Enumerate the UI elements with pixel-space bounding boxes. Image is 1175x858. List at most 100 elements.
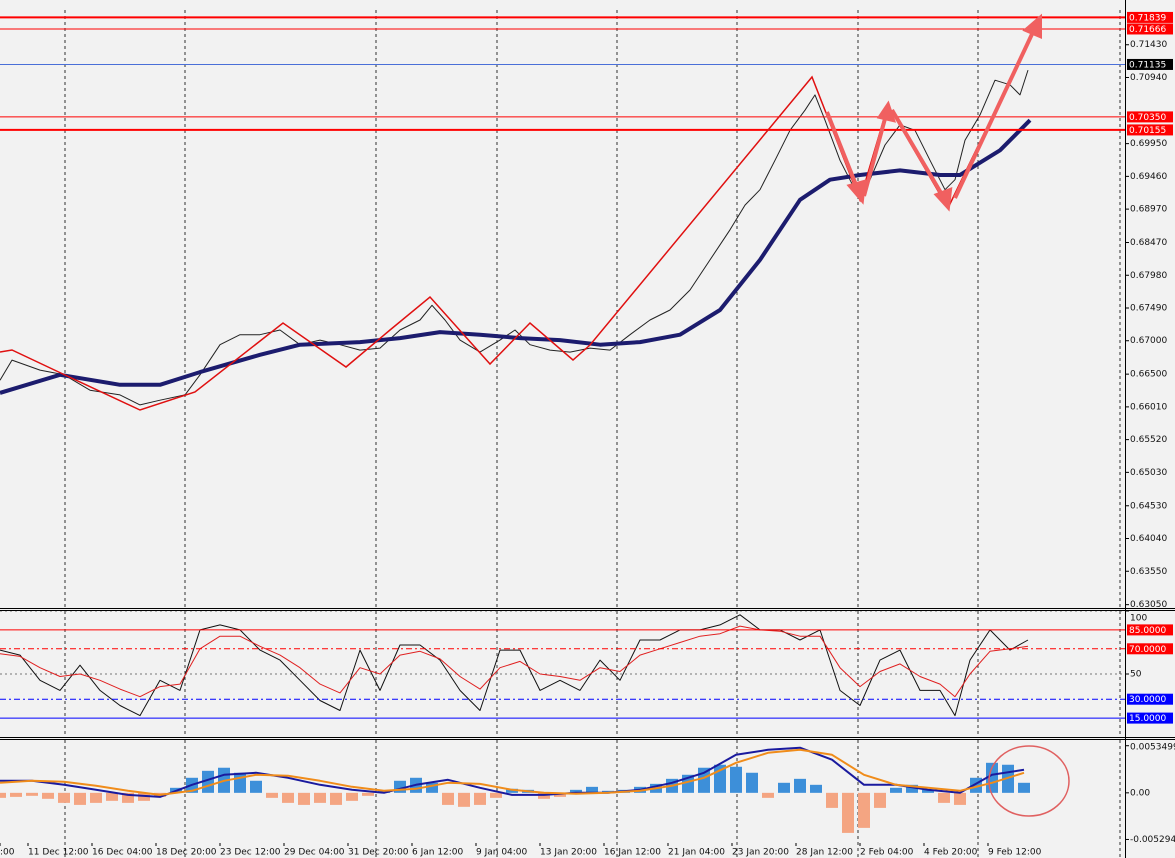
y-tick-label: 0.64530 bbox=[1130, 501, 1167, 511]
x-tick-label: 6 Jan 12:00 bbox=[412, 848, 464, 858]
level-label: 85.0000 bbox=[1129, 626, 1166, 636]
y-tick-label: 0.65520 bbox=[1130, 435, 1167, 445]
arrow bbox=[890, 108, 946, 200]
level-label: 0.71666 bbox=[1129, 25, 1166, 35]
histogram-bar bbox=[282, 792, 294, 803]
x-tick-label: 9 Jan 04:00 bbox=[476, 848, 528, 858]
x-tick-label: 11 Dec 12:00 bbox=[28, 848, 89, 858]
y-tick-label: 0.63550 bbox=[1130, 567, 1167, 577]
histogram-bar bbox=[762, 792, 774, 798]
histogram-bar bbox=[426, 782, 438, 793]
y-tick-label: 0.71430 bbox=[1130, 40, 1167, 50]
y-tick-label: 0.66500 bbox=[1130, 370, 1167, 380]
histogram-bar bbox=[586, 786, 598, 793]
x-tick-label: 2 Feb 04:00 bbox=[860, 848, 914, 858]
level-label: 0.70350 bbox=[1129, 113, 1166, 123]
y-tick-label: 0.64040 bbox=[1130, 534, 1167, 544]
histogram-bar bbox=[778, 782, 790, 793]
histogram-bar bbox=[10, 792, 22, 797]
histogram-bar bbox=[554, 792, 566, 797]
histogram-bar bbox=[746, 772, 758, 793]
arrow bbox=[825, 111, 860, 191]
histogram-bar bbox=[362, 792, 374, 796]
x-tick-label: 23 Dec 12:00 bbox=[220, 848, 281, 858]
y-tick-label: 100 bbox=[1130, 614, 1147, 624]
histogram-bar bbox=[266, 792, 278, 798]
x-tick-label: 21 Jan 04:00 bbox=[668, 848, 725, 858]
histogram-bar bbox=[874, 792, 886, 808]
y-tick-label: 50 bbox=[1130, 670, 1142, 680]
histogram-bar bbox=[250, 780, 262, 793]
histogram-bar bbox=[58, 792, 70, 803]
histogram-bar bbox=[794, 778, 806, 793]
level-label: 0.70155 bbox=[1129, 126, 1166, 136]
level-label-bg bbox=[1127, 58, 1173, 70]
histogram-bar bbox=[570, 789, 582, 793]
highlight-circle bbox=[988, 745, 1070, 817]
series-line bbox=[0, 625, 1029, 698]
x-tick-label: 16 Jan 12:00 bbox=[604, 848, 661, 858]
x-tick-label: 23 Jan 20:00 bbox=[732, 848, 789, 858]
histogram-bar bbox=[298, 792, 310, 805]
x-tick-label: 4 Feb 20:00 bbox=[924, 848, 978, 858]
histogram-bar bbox=[922, 789, 934, 793]
arrow-head bbox=[846, 179, 867, 205]
histogram-bar bbox=[458, 792, 470, 807]
y-tick-label: 0.67490 bbox=[1130, 303, 1167, 313]
level-label-bg bbox=[1127, 693, 1173, 705]
histogram-bar bbox=[730, 766, 742, 793]
arrow bbox=[862, 114, 888, 197]
y-tick-label: 0.67980 bbox=[1130, 271, 1167, 281]
histogram-bar bbox=[106, 792, 118, 801]
histogram-bar bbox=[938, 792, 950, 803]
histogram-bar bbox=[0, 792, 6, 798]
histogram-bar bbox=[74, 792, 86, 805]
arrow bbox=[953, 31, 1035, 199]
y-tick-label: 0.69950 bbox=[1130, 139, 1167, 149]
y-tick-label: 0.68970 bbox=[1130, 205, 1167, 215]
series-line bbox=[0, 118, 1032, 395]
histogram-bar bbox=[26, 792, 38, 796]
histogram-bar bbox=[330, 792, 342, 805]
y-tick-label: 0.00 bbox=[1130, 788, 1150, 798]
histogram-bar bbox=[122, 792, 134, 803]
histogram-bar bbox=[346, 792, 358, 801]
y-tick-label: 0.70940 bbox=[1130, 73, 1167, 83]
annotations bbox=[0, 13, 1070, 817]
arrow-head bbox=[876, 100, 897, 123]
level-label-bg bbox=[1127, 11, 1173, 23]
histogram-bar bbox=[234, 772, 246, 793]
y-tick-label: 0.63050 bbox=[1130, 600, 1167, 610]
arrow-head bbox=[1022, 13, 1042, 40]
level-label-bg bbox=[1127, 624, 1173, 636]
arrows bbox=[825, 13, 1042, 212]
plot-layers: 0.71430 0.70940 0.69950 0.69460 0.68970 0.684… bbox=[0, 10, 1175, 858]
histogram-bar bbox=[954, 792, 966, 805]
histogram-bar bbox=[474, 792, 486, 805]
histogram-bar bbox=[90, 792, 102, 803]
panel bbox=[0, 611, 1125, 737]
histogram-bar bbox=[810, 784, 822, 793]
x-tick-label: 16 Dec 04:00 bbox=[92, 848, 153, 858]
level-label: 15.0000 bbox=[1129, 714, 1166, 724]
level-label-bg bbox=[1127, 643, 1173, 655]
level-label-bg bbox=[1127, 712, 1173, 724]
level-label-bg bbox=[1127, 111, 1173, 123]
y-tick-label: 0.66010 bbox=[1130, 402, 1167, 412]
histogram-bar bbox=[506, 788, 518, 793]
histogram-bar bbox=[42, 792, 54, 799]
y-tick-label: 0.0053499 bbox=[1130, 743, 1175, 753]
level-label: 70.0000 bbox=[1129, 645, 1166, 655]
histogram-bar bbox=[826, 792, 838, 808]
x-tick-label: 9 Feb 12:00 bbox=[988, 848, 1042, 858]
series-line bbox=[0, 748, 1025, 796]
histogram-bar bbox=[1018, 782, 1030, 793]
histogram-bar bbox=[858, 792, 870, 828]
level-label-bg bbox=[1127, 124, 1173, 136]
y-tick-label: 0.69460 bbox=[1130, 172, 1167, 182]
histogram-bar bbox=[906, 784, 918, 793]
x-tick-label: :00 bbox=[0, 848, 15, 858]
x-tick-label: 13 Jan 20:00 bbox=[540, 848, 597, 858]
